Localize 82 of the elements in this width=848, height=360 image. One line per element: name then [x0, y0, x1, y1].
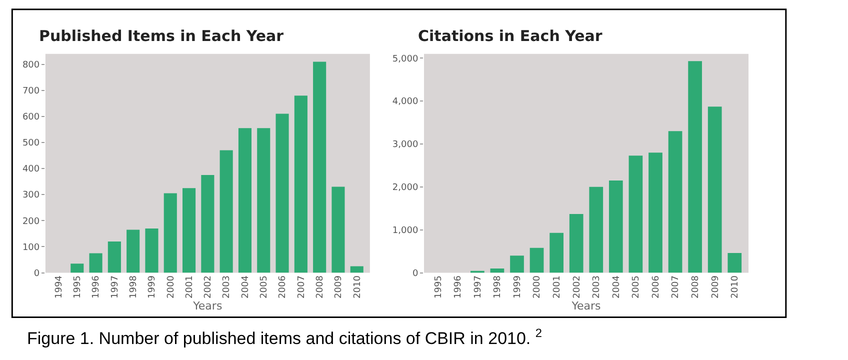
y-tick-label: 200 — [22, 216, 40, 227]
x-axis-title: Years — [192, 300, 222, 313]
x-tick-label: 1995 — [434, 276, 444, 298]
bar — [220, 150, 233, 273]
chart-title: Citations in Each Year — [418, 27, 603, 45]
bar — [550, 232, 564, 273]
bar — [257, 128, 270, 273]
x-tick-label: 1999 — [512, 275, 523, 298]
x-tick-label: 1997 — [473, 276, 484, 298]
x-tick-label: 1998 — [129, 275, 140, 298]
bar — [89, 253, 102, 273]
x-tick-label: 2005 — [632, 276, 642, 298]
x-tick-label: 1997 — [110, 276, 120, 298]
x-tick-label: 2009 — [334, 275, 344, 298]
y-tick-label: 800 — [22, 60, 40, 70]
x-tick-label: 2001 — [184, 276, 195, 298]
x-tick-label: 2003 — [592, 276, 602, 298]
y-tick-label: 400 — [22, 164, 40, 175]
x-tick-label: 2003 — [222, 276, 232, 298]
x-tick-label: 2001 — [552, 276, 562, 298]
bar — [608, 180, 623, 273]
chart-title: Published Items in Each Year — [39, 27, 284, 45]
x-tick-label: 2010 — [352, 275, 363, 298]
bar — [530, 248, 544, 273]
y-tick-label: 600 — [22, 112, 40, 123]
x-tick-label: 1998 — [493, 275, 504, 298]
bar — [668, 131, 682, 273]
y-tick-label: 3,000 — [392, 140, 418, 150]
bar — [313, 62, 326, 273]
bar — [145, 228, 158, 273]
bar — [350, 266, 364, 273]
bar — [648, 152, 662, 273]
x-tick-label: 2002 — [572, 276, 582, 298]
x-tick-label: 1996 — [454, 275, 464, 298]
bar — [126, 230, 140, 273]
y-tick-label: 0 — [34, 268, 40, 279]
bar — [201, 175, 214, 273]
bar — [708, 106, 722, 273]
x-axis-title: Years — [570, 300, 602, 313]
x-tick-label: 2008 — [690, 275, 701, 298]
bar — [490, 268, 504, 273]
x-tick-label: 1995 — [73, 276, 84, 298]
x-tick-label: 2008 — [315, 275, 326, 298]
y-tick-label: 100 — [22, 242, 40, 253]
x-tick-label: 2005 — [260, 276, 270, 298]
x-tick-label: 1994 — [54, 275, 64, 298]
bar — [108, 241, 121, 273]
y-tick-label: 4,000 — [392, 97, 418, 108]
bar — [589, 186, 604, 273]
bar — [182, 188, 196, 273]
bar — [276, 114, 289, 273]
x-tick-label: 2007 — [671, 276, 682, 298]
bar — [164, 193, 177, 273]
bar — [238, 128, 252, 273]
x-tick-label: 2004 — [612, 275, 622, 298]
y-tick-label: 2,000 — [392, 183, 418, 194]
bar — [332, 186, 345, 273]
bar — [688, 61, 702, 273]
bar — [510, 256, 524, 273]
x-tick-label: 2007 — [296, 276, 307, 298]
y-tick-label: 700 — [22, 86, 40, 97]
x-tick-label: 2004 — [240, 275, 251, 298]
y-tick-label: 300 — [22, 190, 40, 201]
x-tick-label: 2009 — [710, 275, 721, 298]
bar — [628, 156, 643, 273]
bar — [728, 253, 742, 273]
x-tick-label: 2000 — [166, 275, 176, 298]
y-tick-label: 1,000 — [392, 226, 418, 236]
x-tick-label: 2006 — [651, 275, 662, 298]
x-tick-label: 2010 — [730, 275, 741, 298]
x-tick-label: 2006 — [278, 275, 288, 298]
x-tick-label: 2000 — [532, 275, 543, 298]
caption: Figure 1. Number of published items and citations of CBIR in 2010. $^{2}$ — [27, 326, 542, 348]
x-tick-label: 2002 — [204, 276, 214, 298]
bar — [70, 264, 84, 273]
y-tick-label: 500 — [22, 138, 40, 149]
bar — [294, 96, 308, 273]
x-tick-label: 1996 — [92, 275, 102, 298]
y-tick-label: 0 — [412, 268, 418, 279]
bar — [569, 214, 584, 273]
y-tick-label: 5,000 — [392, 54, 418, 64]
x-tick-label: 1999 — [148, 275, 158, 298]
